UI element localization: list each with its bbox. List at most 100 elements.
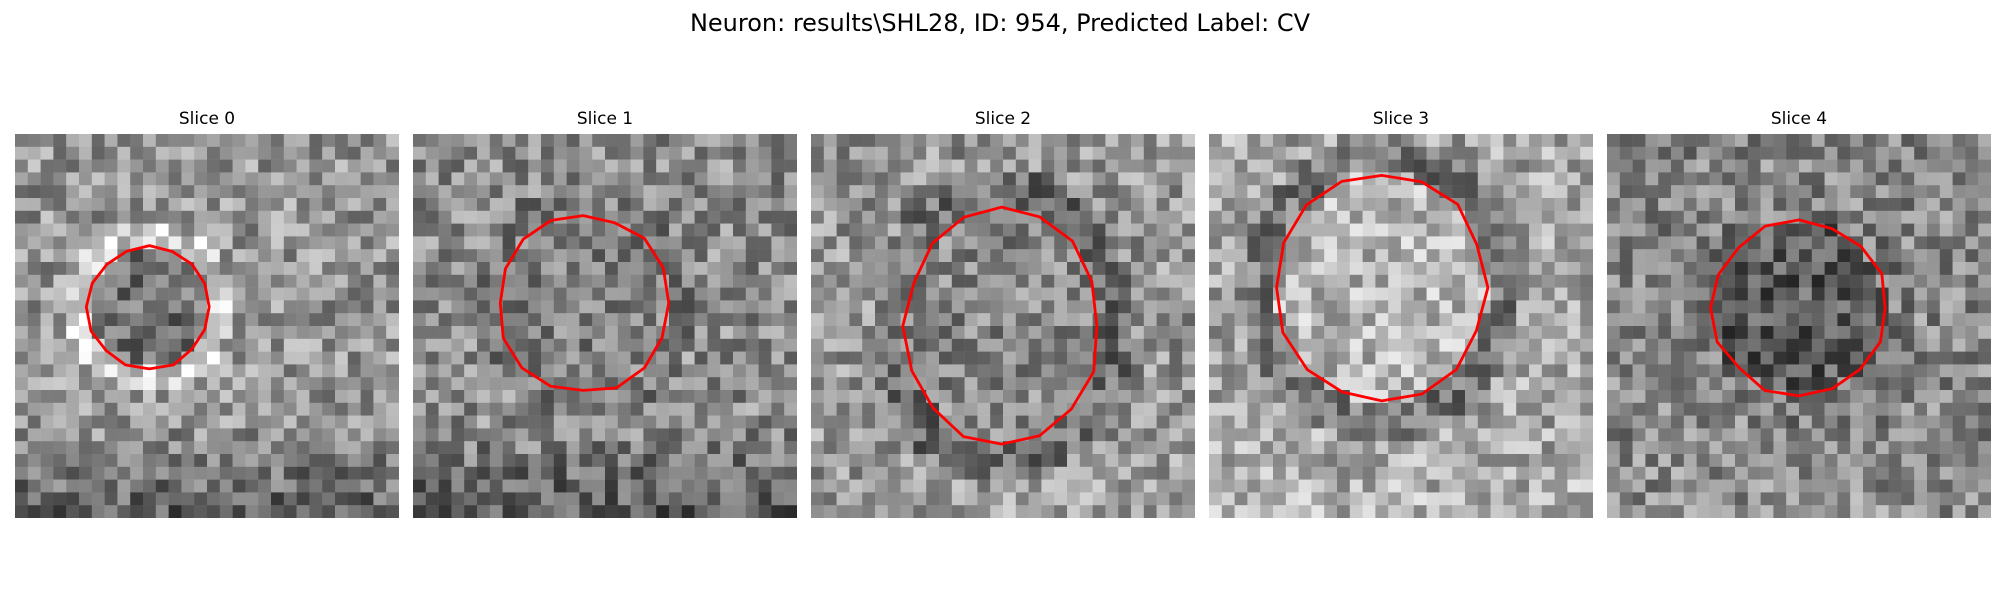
image-pixel	[745, 185, 759, 199]
image-pixel	[720, 364, 734, 378]
image-pixel	[309, 287, 323, 301]
image-pixel	[1580, 236, 1593, 250]
image-pixel	[1580, 262, 1593, 276]
image-pixel	[309, 198, 323, 212]
image-pixel	[1760, 351, 1774, 365]
image-pixel	[630, 236, 644, 250]
image-pixel	[758, 274, 772, 288]
image-pixel	[489, 236, 503, 250]
image-pixel	[1811, 262, 1825, 276]
image-pixel	[694, 249, 708, 263]
image-pixel	[53, 326, 67, 340]
image-pixel	[1349, 146, 1363, 160]
image-pixel	[1067, 146, 1081, 160]
image-pixel	[515, 274, 529, 288]
image-pixel	[1645, 159, 1659, 173]
image-pixel	[194, 159, 208, 173]
image-pixel	[373, 428, 387, 442]
image-pixel	[681, 159, 695, 173]
image-pixel	[245, 505, 259, 518]
image-pixel	[1580, 249, 1593, 263]
image-pixel	[27, 390, 41, 404]
image-pixel	[1671, 236, 1685, 250]
image-pixel	[1388, 454, 1402, 468]
image-pixel	[143, 134, 157, 148]
image-pixel	[1645, 326, 1659, 340]
image-pixel	[386, 223, 399, 237]
image-pixel	[681, 454, 695, 468]
image-pixel	[553, 402, 567, 416]
image-pixel	[720, 274, 734, 288]
image-pixel	[1541, 313, 1555, 327]
image-pixel	[1426, 402, 1440, 416]
image-pixel	[1079, 159, 1093, 173]
image-pixel	[1914, 300, 1928, 314]
image-pixel	[745, 441, 759, 455]
image-pixel	[1041, 274, 1055, 288]
image-pixel	[1273, 134, 1287, 148]
image-pixel	[1516, 198, 1530, 212]
image-pixel	[283, 326, 297, 340]
image-pixel	[1465, 364, 1479, 378]
image-pixel	[477, 223, 491, 237]
image-pixel	[643, 492, 657, 506]
image-pixel	[425, 338, 439, 352]
image-pixel	[155, 505, 169, 518]
image-pixel	[143, 198, 157, 212]
image-pixel	[168, 454, 182, 468]
image-pixel	[1285, 351, 1299, 365]
image-pixel	[360, 223, 374, 237]
image-pixel	[1311, 415, 1325, 429]
image-pixel	[951, 479, 965, 493]
image-pixel	[232, 466, 246, 480]
image-pixel	[1875, 454, 1889, 468]
image-pixel	[1747, 172, 1761, 186]
image-pixel	[1658, 338, 1672, 352]
image-pixel	[1349, 415, 1363, 429]
image-pixel	[425, 159, 439, 173]
image-pixel	[1658, 326, 1672, 340]
image-pixel	[990, 159, 1004, 173]
image-pixel	[1118, 274, 1132, 288]
image-pixel	[939, 287, 953, 301]
image-pixel	[541, 364, 555, 378]
image-pixel	[66, 415, 80, 429]
image-pixel	[245, 185, 259, 199]
image-pixel	[1671, 262, 1685, 276]
image-pixel	[168, 466, 182, 480]
image-pixel	[143, 262, 157, 276]
image-pixel	[464, 287, 478, 301]
image-pixel	[15, 479, 29, 493]
image-pixel	[1965, 415, 1979, 429]
image-pixel	[1824, 390, 1838, 404]
image-pixel	[566, 505, 580, 518]
image-pixel	[1439, 210, 1453, 224]
image-pixel	[1067, 338, 1081, 352]
image-pixel	[913, 479, 927, 493]
image-pixel	[1671, 415, 1685, 429]
image-pixel	[1298, 415, 1312, 429]
image-pixel	[1118, 287, 1132, 301]
image-pixel	[1760, 505, 1774, 518]
image-pixel	[849, 274, 863, 288]
image-pixel	[1786, 492, 1800, 506]
image-pixel	[1914, 479, 1928, 493]
image-pixel	[1607, 185, 1621, 199]
image-pixel	[53, 274, 67, 288]
image-pixel	[913, 146, 927, 160]
image-pixel	[990, 274, 1004, 288]
image-pixel	[1003, 492, 1017, 506]
image-pixel	[1888, 287, 1902, 301]
image-pixel	[1209, 287, 1223, 301]
image-pixel	[1863, 223, 1877, 237]
image-pixel	[1696, 390, 1710, 404]
image-pixel	[1041, 351, 1055, 365]
image-pixel	[40, 466, 54, 480]
image-pixel	[887, 402, 901, 416]
image-pixel	[425, 223, 439, 237]
image-pixel	[862, 466, 876, 480]
image-pixel	[1439, 390, 1453, 404]
image-pixel	[1580, 159, 1593, 173]
image-pixel	[1863, 390, 1877, 404]
image-pixel	[271, 236, 285, 250]
